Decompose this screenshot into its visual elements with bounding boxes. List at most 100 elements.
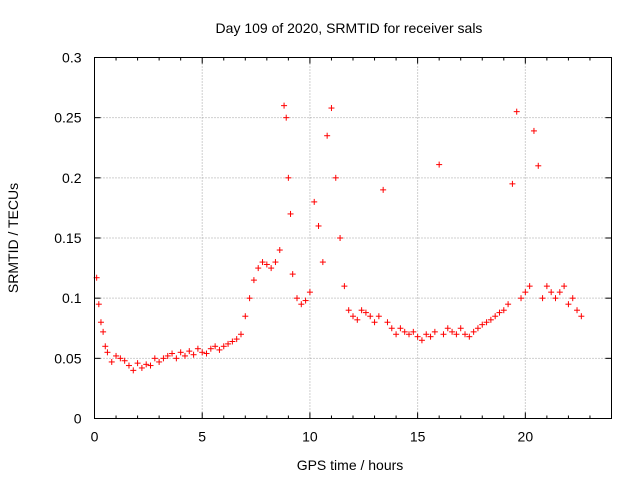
data-point: [539, 295, 546, 302]
data-point: [483, 319, 490, 326]
data-point: [298, 301, 305, 308]
data-point: [453, 331, 460, 338]
data-point: [143, 361, 150, 368]
data-point: [268, 265, 275, 272]
data-point: [289, 271, 296, 278]
data-points: [93, 102, 585, 374]
data-point: [423, 331, 430, 338]
data-point: [100, 328, 107, 335]
data-point: [431, 328, 438, 335]
data-point: [388, 325, 395, 332]
data-point: [367, 313, 374, 320]
y-tick-label: 0.25: [54, 110, 81, 126]
data-point: [212, 343, 219, 350]
y-tick-label: 0.3: [62, 50, 82, 66]
data-point: [500, 307, 507, 314]
data-point: [345, 307, 352, 314]
data-point: [470, 328, 477, 335]
data-point: [125, 362, 132, 369]
data-point: [397, 325, 404, 332]
data-point: [358, 307, 365, 314]
data-point: [102, 343, 109, 350]
data-point: [375, 313, 382, 320]
data-point: [543, 283, 550, 290]
x-tick-label: 10: [302, 429, 318, 445]
data-point: [138, 364, 145, 371]
axis-ticks: 0 0.05 0.1 0.15 0.2 0.25 0.3 0 5 10 15 20: [54, 50, 612, 445]
data-point: [449, 328, 456, 335]
data-point: [220, 343, 227, 350]
data-point: [457, 325, 464, 332]
data-point: [164, 352, 171, 359]
plot-frame: [94, 57, 612, 419]
data-point: [324, 132, 331, 139]
data-point: [287, 210, 294, 217]
data-point: [233, 336, 240, 343]
data-point: [393, 331, 400, 338]
data-point: [487, 316, 494, 323]
grid-lines: [94, 57, 612, 419]
data-point: [401, 328, 408, 335]
data-point: [225, 340, 232, 347]
y-tick-label: 0: [74, 411, 82, 427]
chart-title: Day 109 of 2020, SRMTID for receiver sal…: [216, 20, 483, 36]
data-point: [255, 265, 262, 272]
data-point: [302, 297, 309, 304]
y-axis-label: SRMTID / TECUs: [5, 183, 21, 293]
data-point: [117, 355, 124, 362]
data-point: [578, 313, 585, 320]
data-point: [199, 349, 206, 356]
data-point: [371, 319, 378, 326]
data-point: [285, 174, 292, 181]
data-point: [173, 355, 180, 362]
data-point: [113, 352, 120, 359]
data-point: [418, 337, 425, 344]
data-point: [156, 358, 163, 365]
data-point: [474, 325, 481, 332]
data-point: [108, 358, 115, 365]
data-point: [350, 313, 356, 320]
data-point: [569, 295, 576, 302]
data-point: [565, 301, 572, 308]
data-point: [427, 333, 434, 340]
data-point: [466, 333, 473, 340]
data-point: [530, 127, 537, 134]
data-point: [535, 162, 542, 169]
data-point: [311, 198, 318, 205]
data-point: [281, 102, 288, 109]
data-point: [151, 355, 158, 362]
data-point: [505, 301, 512, 308]
data-point: [194, 345, 201, 352]
data-point: [263, 261, 270, 268]
data-point: [306, 289, 313, 296]
data-point: [341, 283, 348, 290]
data-point: [229, 338, 236, 345]
data-point: [207, 345, 214, 352]
data-point: [121, 357, 128, 364]
data-point: [169, 350, 176, 357]
x-axis-label: GPS time / hours: [297, 457, 404, 473]
data-point: [237, 331, 244, 338]
data-point: [354, 316, 361, 323]
data-point: [97, 319, 104, 326]
data-point: [319, 259, 326, 266]
data-point: [479, 321, 486, 328]
data-point: [315, 222, 322, 229]
data-point: [518, 295, 525, 302]
y-tick-label: 0.15: [54, 230, 81, 246]
data-point: [250, 277, 257, 284]
data-point: [440, 331, 447, 338]
data-point: [561, 283, 568, 290]
data-point: [513, 108, 520, 115]
data-point: [436, 161, 443, 168]
data-point: [380, 186, 387, 193]
x-tick-label: 20: [518, 429, 534, 445]
data-point: [177, 349, 184, 356]
data-point: [337, 235, 344, 241]
data-point: [462, 331, 469, 338]
y-tick-label: 0.1: [62, 290, 82, 306]
data-point: [574, 307, 581, 314]
data-point: [190, 351, 197, 358]
data-point: [509, 180, 516, 187]
